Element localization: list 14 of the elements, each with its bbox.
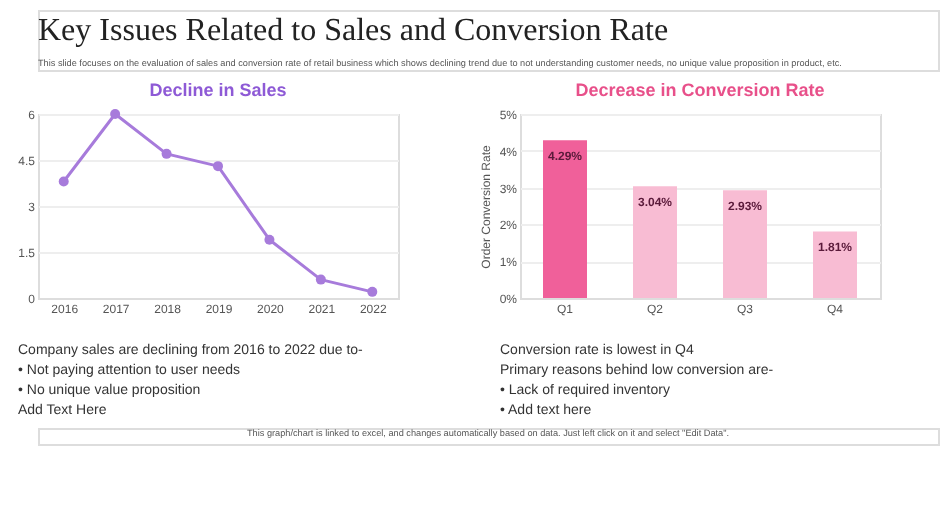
bar	[723, 190, 767, 298]
bar	[543, 140, 587, 298]
bar	[633, 186, 677, 298]
chart-title: Decline in Sales	[149, 80, 287, 100]
point	[213, 161, 223, 172]
point	[110, 109, 121, 119]
text: Key Issues Related to Sales and Conversion Rate	[38, 14, 669, 48]
chart-title: Decrease in Conversion Rate	[575, 80, 825, 100]
point	[264, 234, 275, 245]
point	[315, 274, 326, 285]
point	[161, 148, 172, 159]
point	[367, 286, 378, 297]
bar	[813, 231, 857, 298]
point	[58, 176, 69, 187]
